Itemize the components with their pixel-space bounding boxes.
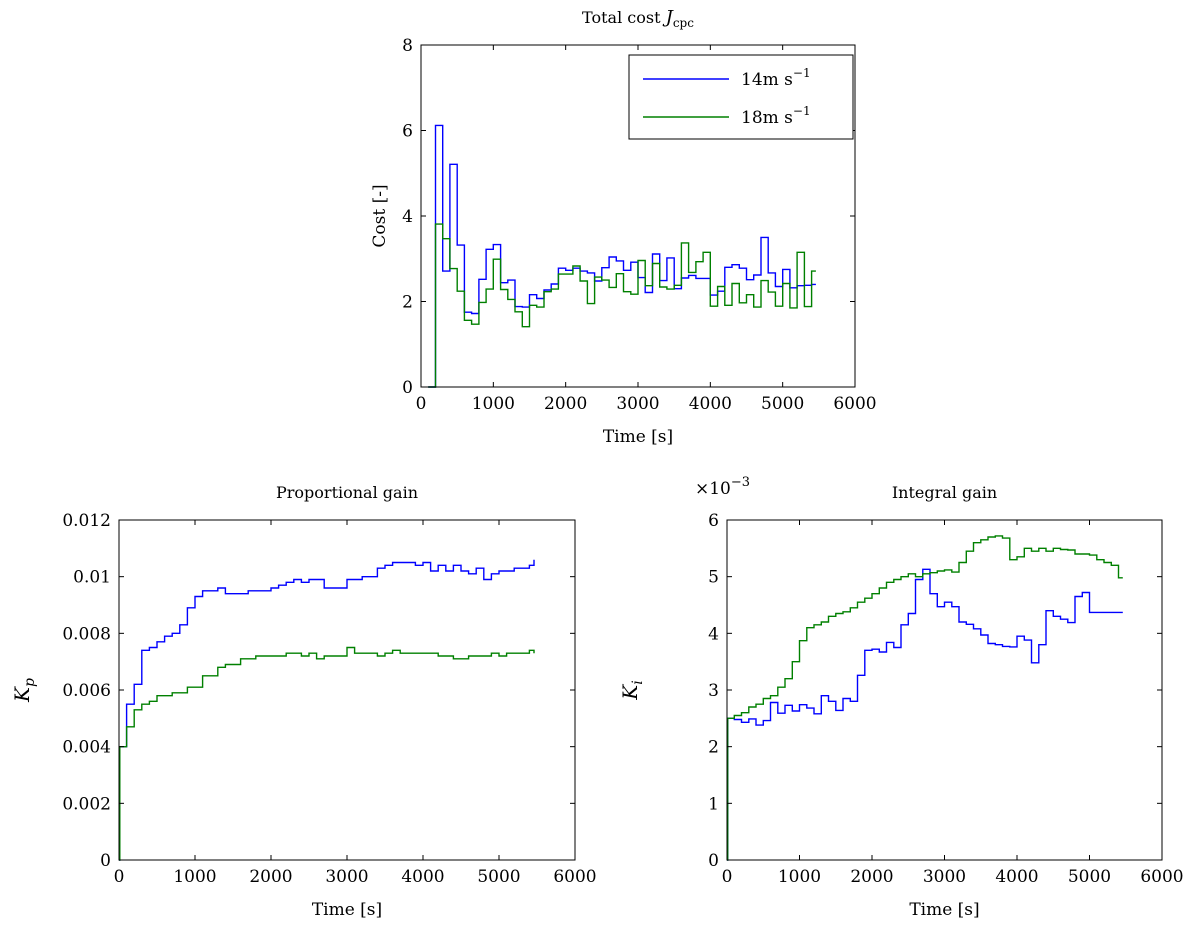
x-tick-label: 3000: [923, 867, 966, 887]
x-tick-label: 6000: [833, 394, 876, 414]
y-axis-multiplier: ×10−3: [695, 475, 750, 499]
legend: 14m s−1 18m s−1: [628, 54, 854, 140]
legend-entry-label: 18m s−1: [741, 104, 811, 128]
y-tick-label: 0.006: [62, 681, 111, 701]
y-tick-label: 4: [708, 624, 719, 644]
x-tick-label: 5000: [1068, 867, 1111, 887]
y-axis-label: Cost [-]: [370, 184, 390, 247]
series-line-3-2: [727, 535, 1123, 861]
series-line-2-1: [119, 559, 535, 861]
x-tick-label: 1000: [778, 867, 821, 887]
y-tick-label: 2: [708, 738, 719, 758]
series-line-1-1: [428, 124, 816, 388]
x-tick-label: 4000: [995, 867, 1038, 887]
x-tick-label: 1000: [472, 394, 515, 414]
x-axis-label: Time [s]: [909, 900, 979, 920]
chart-3: 0 1000 2000 3000 4000 5000 6000 0 1 2 3 4 5 6 Time [s]…: [618, 475, 1184, 920]
y-tick-label: 0.012: [62, 511, 111, 531]
series-line-1-2: [428, 223, 816, 388]
x-tick-label: 0: [722, 867, 733, 887]
chart-title: Integral gain: [892, 483, 997, 502]
series-line-2-2: [119, 646, 535, 861]
y-tick-label: 6: [708, 511, 719, 531]
x-tick-label: 0: [416, 394, 427, 414]
y-tick-label: 0.01: [73, 568, 111, 588]
x-tick-label: 4000: [401, 867, 444, 887]
chart-title: Proportional gain: [276, 483, 418, 502]
x-axis-label: Time [s]: [603, 427, 673, 447]
y-axis-label: Ki: [618, 680, 646, 700]
y-tick-label: 1: [708, 794, 719, 814]
legend-box: [628, 54, 854, 140]
y-tick-label: 0.002: [62, 794, 111, 814]
y-tick-label: 3: [708, 681, 719, 701]
chart-title: Total cost Jcpc: [582, 7, 694, 30]
x-tick-label: 2000: [850, 867, 893, 887]
series-line-3-1: [727, 568, 1123, 861]
x-tick-label: 5000: [477, 867, 520, 887]
y-tick-label: 5: [708, 568, 719, 588]
y-axis-label: Kp: [10, 678, 38, 703]
y-tick-label: 0.008: [62, 624, 111, 644]
x-axis-label: Time [s]: [312, 900, 382, 920]
x-tick-label: 3000: [325, 867, 368, 887]
x-tick-label: 6000: [1140, 867, 1183, 887]
x-tick-label: 6000: [553, 867, 596, 887]
chart-1: 0 1000 2000 3000 4000 5000 6000 0 2 4 6 8 Time [s] Co…: [370, 7, 877, 447]
y-tick-label: 0: [402, 378, 413, 398]
chart-2: 0 1000 2000 3000 4000 5000 6000 0 0.002 0.004 0.00…: [10, 483, 597, 920]
y-tick-label: 6: [402, 122, 413, 142]
y-tick-label: 0: [100, 851, 111, 871]
x-tick-label: 4000: [689, 394, 732, 414]
x-tick-label: 3000: [616, 394, 659, 414]
legend-entry-label: 14m s−1: [741, 66, 811, 90]
x-tick-label: 1000: [173, 867, 216, 887]
y-tick-label: 8: [402, 36, 413, 56]
y-tick-label: 0: [708, 851, 719, 871]
x-tick-label: 2000: [544, 394, 587, 414]
x-tick-label: 0: [114, 867, 125, 887]
y-tick-label: 4: [402, 207, 413, 227]
y-tick-label: 0.004: [62, 738, 111, 758]
x-tick-label: 5000: [761, 394, 804, 414]
x-tick-label: 2000: [249, 867, 292, 887]
y-tick-label: 2: [402, 293, 413, 313]
